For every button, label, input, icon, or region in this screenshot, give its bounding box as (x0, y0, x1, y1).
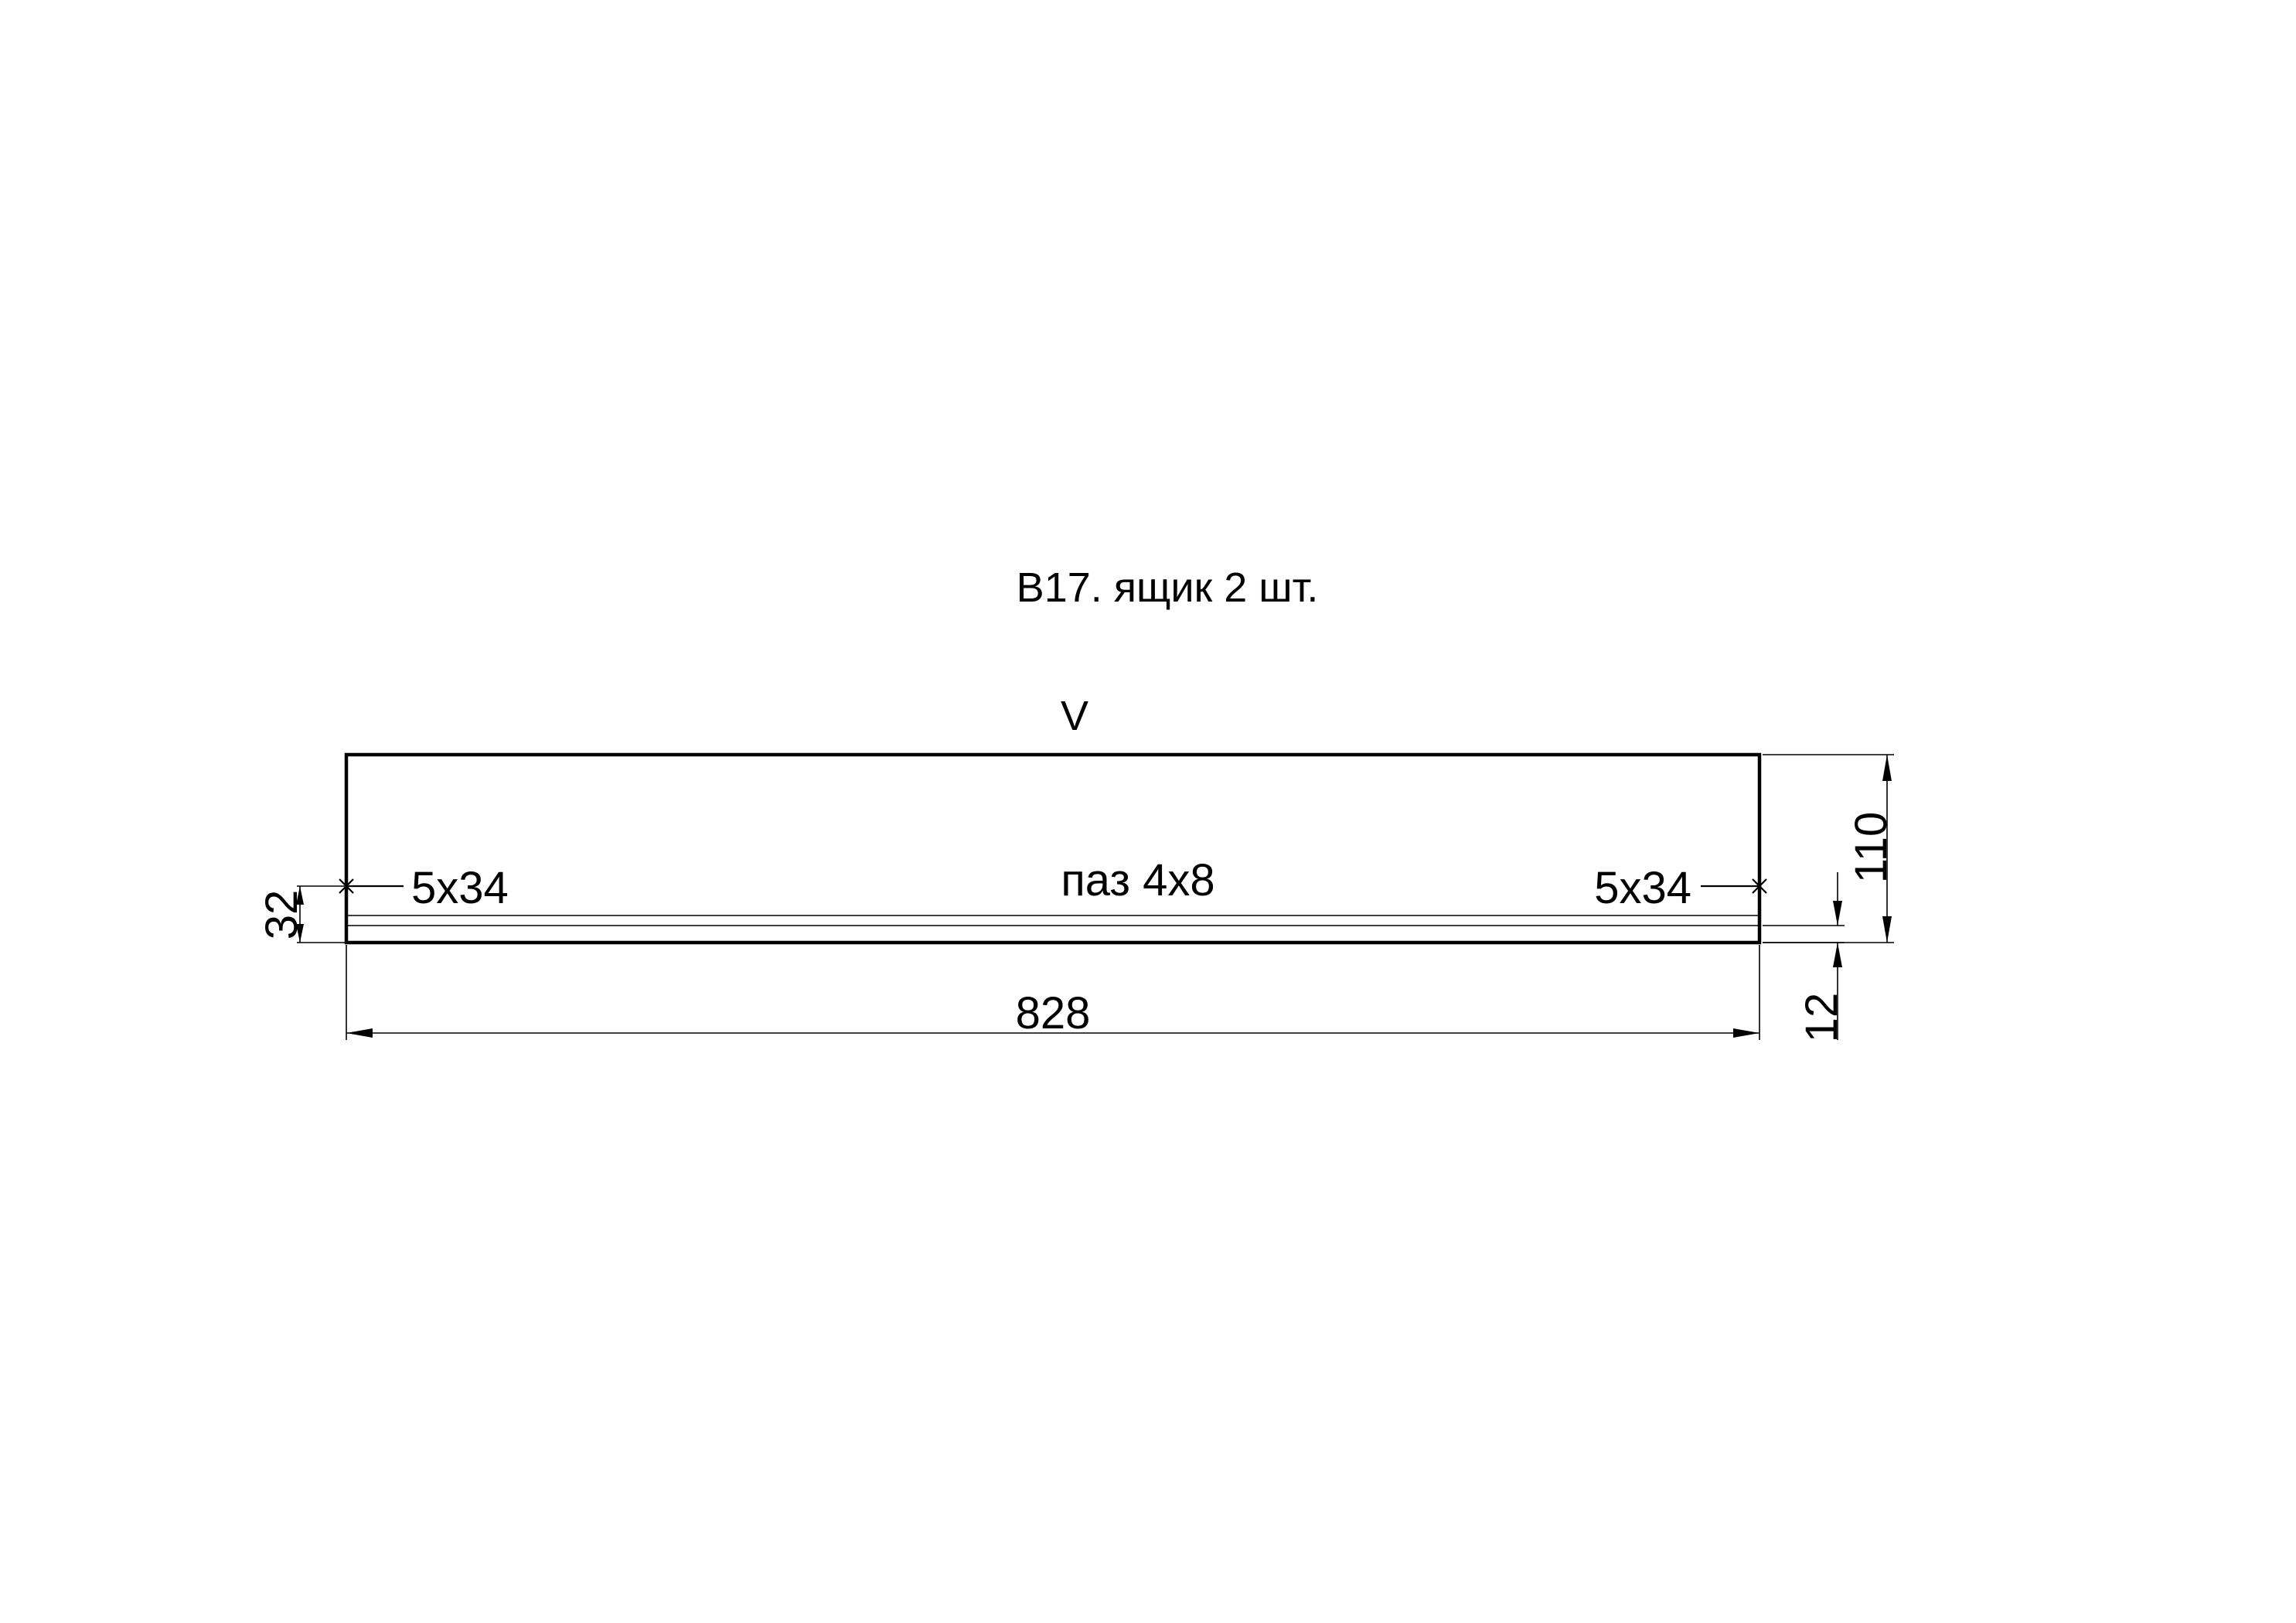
groove-label: паз 4х8 (1061, 855, 1214, 905)
view-mark: V (1061, 693, 1088, 739)
dimension-length (346, 945, 1760, 1040)
dimension-hole-offset (296, 885, 345, 943)
dimension-length-label: 828 (1016, 988, 1091, 1038)
hole-label-right: 5х34 (1594, 863, 1691, 913)
drawing-title: В17. ящик 2 шт. (1017, 564, 1319, 611)
dimension-groove-offset (1763, 872, 1845, 1040)
part-outline (344, 752, 1762, 945)
dimension-hole-offset-label: 32 (257, 890, 307, 940)
dimension-height-label: 110 (1846, 812, 1896, 883)
hole-label-left: 5х34 (411, 863, 509, 913)
dimension-groove-offset-label: 12 (1797, 993, 1847, 1043)
